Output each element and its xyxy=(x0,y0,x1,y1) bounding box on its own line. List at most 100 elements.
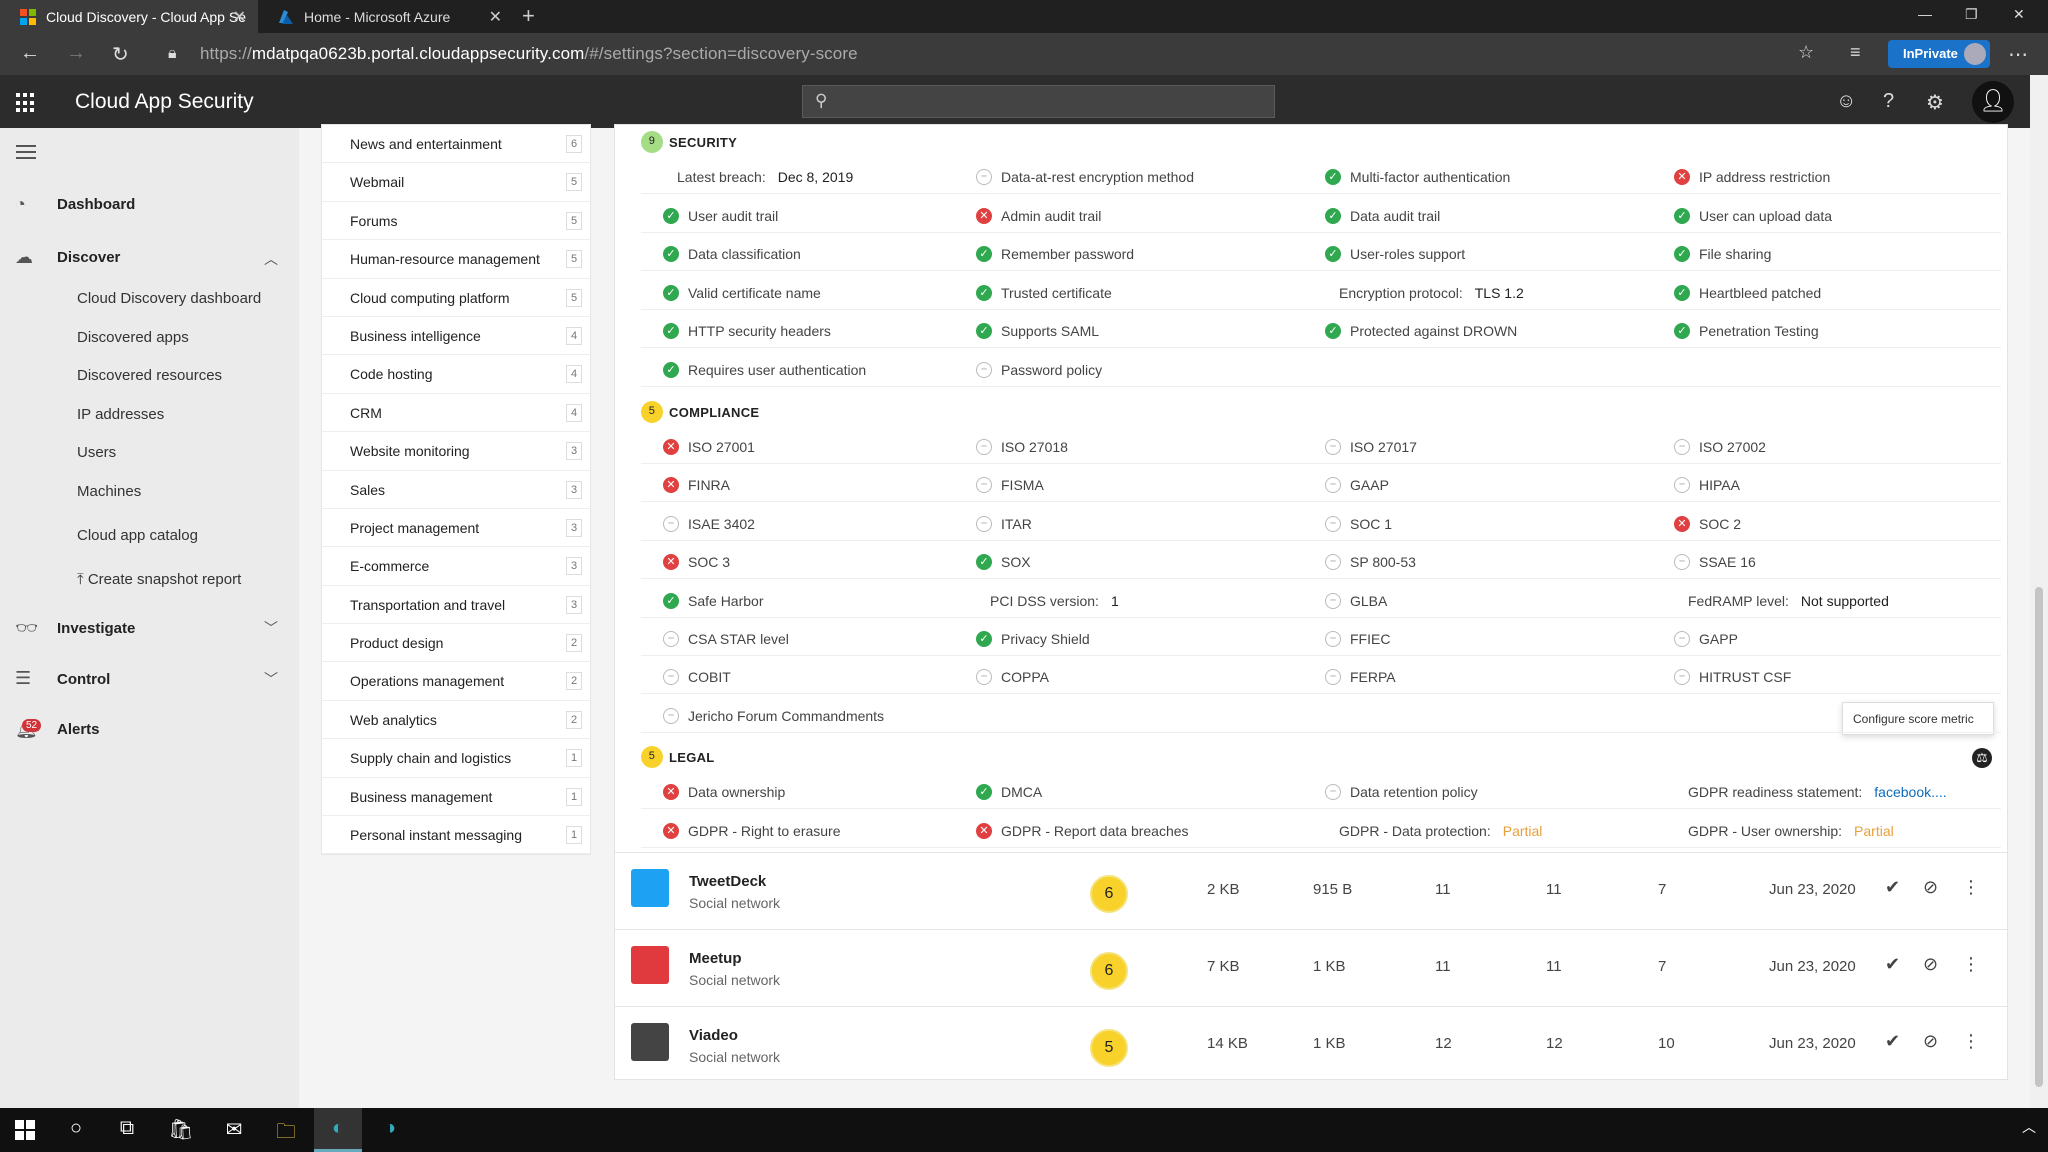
show-hidden-icons-chevron-icon[interactable]: ︿ xyxy=(2022,1119,2036,1135)
nav-users[interactable]: Users xyxy=(77,444,117,461)
app-name[interactable]: Meetup xyxy=(689,950,742,967)
tab-azure[interactable]: Home - Microsoft Azure ✕ xyxy=(258,0,514,33)
store-icon[interactable]: 🛍︎ xyxy=(168,1119,194,1141)
close-window-icon[interactable]: ✕ xyxy=(2013,6,2025,22)
page-scrollbar[interactable] xyxy=(2030,75,2048,1108)
security-section-header: 9 SECURITY xyxy=(641,131,737,153)
nav-discover[interactable]: Discover xyxy=(57,249,121,266)
compliance-attribute: – ISO 27018 xyxy=(976,439,1068,455)
attribute-label: SOX xyxy=(1001,554,1031,571)
nav-cloud-app-catalog[interactable]: Cloud app catalog xyxy=(77,527,198,544)
block-icon[interactable]: ⊘ xyxy=(1923,1031,1939,1051)
category-list-item[interactable]: Forums 5 xyxy=(322,202,590,241)
inprivate-button[interactable]: InPrivate xyxy=(1888,40,1990,68)
check-circle-icon: ✓ xyxy=(976,323,992,339)
check-icon[interactable]: ✔ xyxy=(1885,1031,1901,1051)
windows-start-icon[interactable] xyxy=(12,1117,38,1143)
category-list-item[interactable]: Cloud computing platform 5 xyxy=(322,279,590,317)
nav-discovered-apps[interactable]: Discovered apps xyxy=(77,329,189,346)
more-vertical-icon[interactable]: ⋮ xyxy=(1962,954,1980,974)
nav-control[interactable]: Control xyxy=(57,671,111,688)
more-vertical-icon[interactable]: ⋮ xyxy=(1962,877,1980,897)
close-tab-icon[interactable]: ✕ xyxy=(488,9,502,26)
restore-icon[interactable]: ❐ xyxy=(1965,6,1978,22)
app-name[interactable]: TweetDeck xyxy=(689,873,767,890)
settings-gear-icon[interactable]: ⚙ xyxy=(1926,92,1944,114)
favorites-bar-icon[interactable]: ≡ xyxy=(1850,42,1861,62)
hamburger-menu-icon[interactable] xyxy=(16,145,36,163)
category-list-item[interactable]: Project management 3 xyxy=(322,509,590,548)
configure-score-metric-icon[interactable]: ⚖ xyxy=(1972,748,1992,768)
nav-machines[interactable]: Machines xyxy=(77,483,142,500)
app-table-row[interactable]: TweetDeck Social network 6 2 KB 915 B 11 11 7 Ju… xyxy=(615,852,2007,929)
category-list-item[interactable]: Sales 3 xyxy=(322,471,590,509)
mail-icon[interactable]: ✉ xyxy=(225,1119,243,1141)
tab-cloud-discovery[interactable]: Cloud Discovery - Cloud App Se ✕ xyxy=(0,0,258,33)
app-name[interactable]: Viadeo xyxy=(689,1027,738,1044)
check-icon[interactable]: ✔ xyxy=(1885,877,1901,897)
category-list-item[interactable]: Web analytics 2 xyxy=(322,701,590,740)
category-list-item[interactable]: Product design 2 xyxy=(322,624,590,663)
row-divider xyxy=(641,846,2001,848)
attribute-value[interactable]: facebook.... xyxy=(1874,784,1947,800)
category-list-item[interactable]: Supply chain and logistics 1 xyxy=(322,739,590,778)
category-list-item[interactable]: Website monitoring 3 xyxy=(322,432,590,471)
feedback-smiley-icon[interactable]: ☺ xyxy=(1836,90,1857,112)
back-icon[interactable]: ← xyxy=(20,42,40,64)
task-view-icon[interactable]: ⧉ xyxy=(119,1117,135,1139)
compliance-attribute: – COBIT xyxy=(663,669,731,686)
category-list-item[interactable]: Code hosting 4 xyxy=(322,355,590,394)
minimize-icon[interactable]: — xyxy=(1918,6,1932,22)
security-attribute: – Data-at-rest encryption method xyxy=(976,169,1194,185)
block-icon[interactable]: ⊘ xyxy=(1923,954,1939,974)
app-table-row[interactable]: Viadeo Social network 5 14 KB 1 KB 12 12 10 Jun … xyxy=(615,1006,2007,1083)
close-tab-icon[interactable]: ✕ xyxy=(232,9,246,26)
url-field[interactable]: https://mdatpqa0623b.portal.cloudappsecu… xyxy=(200,44,858,64)
more-icon[interactable]: ⋯ xyxy=(2008,44,2028,66)
forward-icon[interactable]: → xyxy=(66,42,86,64)
scrollbar-thumb[interactable] xyxy=(2035,587,2043,1087)
block-icon[interactable]: ⊘ xyxy=(1923,877,1939,897)
category-list-item[interactable]: E-commerce 3 xyxy=(322,547,590,586)
nav-discovered-resources[interactable]: Discovered resources xyxy=(77,367,223,384)
user-account-button[interactable]: 👤︎ xyxy=(1972,81,2014,123)
category-list-item[interactable]: Human-resource management 5 xyxy=(322,240,590,279)
lock-icon[interactable]: 🔒︎ xyxy=(168,45,177,62)
new-tab-button[interactable]: + xyxy=(522,3,535,28)
search-circle-icon[interactable]: ○ xyxy=(69,1117,83,1139)
nav-ip-addresses[interactable]: IP addresses xyxy=(77,406,165,423)
x-circle-icon: ✕ xyxy=(976,207,992,224)
chevron-up-icon[interactable]: ︿ xyxy=(264,251,278,267)
nav-cloud-discovery-dashboard[interactable]: Cloud Discovery dashboard xyxy=(77,290,262,307)
category-list-item[interactable]: Personal instant messaging 1 xyxy=(322,816,590,855)
chevron-down-icon[interactable]: ﹀ xyxy=(264,671,278,687)
nav-dashboard[interactable]: Dashboard xyxy=(57,196,136,213)
category-list-item[interactable]: Webmail 5 xyxy=(322,163,590,202)
category-list-item[interactable]: CRM 4 xyxy=(322,394,590,433)
search-input[interactable]: ⚲ xyxy=(802,85,1275,118)
edge-browser-icon[interactable]: ◐ xyxy=(331,1117,345,1139)
nav-investigate[interactable]: Investigate xyxy=(57,620,136,637)
file-explorer-icon[interactable]: 🗀 xyxy=(276,1121,296,1143)
favorite-star-icon[interactable]: ☆ xyxy=(1798,42,1815,62)
tweetdeck-logo-icon xyxy=(631,869,669,907)
app-launcher-icon[interactable] xyxy=(16,93,36,113)
category-list-item[interactable]: Operations management 2 xyxy=(322,662,590,701)
check-icon[interactable]: ✔ xyxy=(1885,954,1901,974)
nav-alerts[interactable]: Alerts xyxy=(57,721,100,738)
app-table-row[interactable]: Meetup Social network 6 7 KB 1 KB 11 11 7 Jun 23… xyxy=(615,929,2007,1006)
chevron-down-icon[interactable]: ﹀ xyxy=(264,620,278,636)
more-vertical-icon[interactable]: ⋮ xyxy=(1962,1031,1980,1051)
category-list-item[interactable]: Transportation and travel 3 xyxy=(322,586,590,625)
category-list-item[interactable]: Business management 1 xyxy=(322,778,590,817)
category-list-item[interactable]: Business intelligence 4 xyxy=(322,317,590,356)
edge-dev-browser-icon[interactable]: ◑ xyxy=(383,1117,397,1139)
compliance-attribute: – SP 800-53 xyxy=(1325,554,1416,571)
nav-create-snapshot-report[interactable]: ⤒ Create snapshot report xyxy=(77,571,241,588)
user-icon: 👤︎ xyxy=(1979,88,2007,113)
configure-score-tooltip: Configure score metric xyxy=(1842,702,1994,735)
refresh-icon[interactable]: ↻ xyxy=(112,44,129,66)
category-list-item[interactable]: News and entertainment 6 xyxy=(322,125,590,164)
attribute-label: Heartbleed patched xyxy=(1699,284,1822,301)
help-icon[interactable]: ? xyxy=(1883,90,1895,112)
